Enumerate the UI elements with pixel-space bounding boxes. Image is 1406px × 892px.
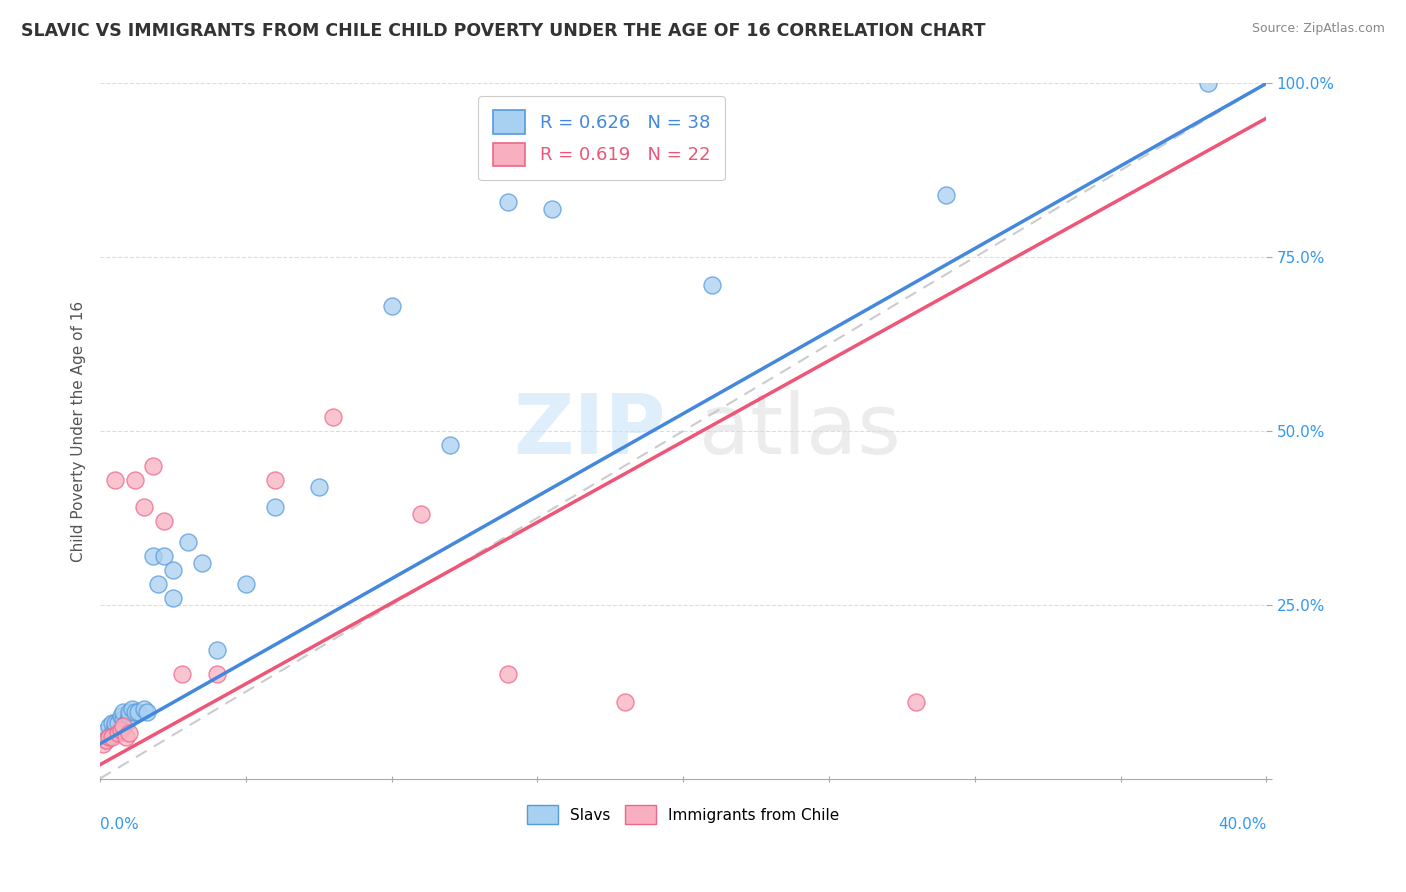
Point bbox=[112, 706, 135, 720]
Point bbox=[104, 719, 127, 733]
Point bbox=[91, 726, 114, 740]
Point bbox=[264, 500, 287, 515]
Point bbox=[124, 706, 146, 720]
Point bbox=[162, 591, 184, 605]
Point bbox=[142, 549, 165, 563]
Text: atlas: atlas bbox=[699, 391, 901, 472]
Point bbox=[110, 709, 132, 723]
Point bbox=[322, 410, 344, 425]
Point bbox=[97, 719, 120, 733]
Point bbox=[381, 299, 404, 313]
Point bbox=[97, 730, 120, 744]
Point bbox=[118, 709, 141, 723]
Point bbox=[170, 667, 193, 681]
Text: SLAVIC VS IMMIGRANTS FROM CHILE CHILD POVERTY UNDER THE AGE OF 16 CORRELATION CH: SLAVIC VS IMMIGRANTS FROM CHILE CHILD PO… bbox=[21, 22, 986, 40]
Text: Source: ZipAtlas.com: Source: ZipAtlas.com bbox=[1251, 22, 1385, 36]
Point bbox=[439, 438, 461, 452]
Point bbox=[104, 715, 127, 730]
Point bbox=[118, 726, 141, 740]
Point bbox=[148, 577, 170, 591]
Point bbox=[935, 187, 957, 202]
Point bbox=[264, 473, 287, 487]
Y-axis label: Child Poverty Under the Age of 16: Child Poverty Under the Age of 16 bbox=[72, 301, 86, 562]
Point bbox=[101, 726, 124, 740]
Point bbox=[905, 695, 928, 709]
Text: 0.0%: 0.0% bbox=[100, 817, 139, 832]
Point bbox=[107, 715, 129, 730]
Point bbox=[498, 194, 520, 209]
Point bbox=[308, 479, 330, 493]
Point bbox=[162, 563, 184, 577]
Point bbox=[110, 723, 132, 737]
Point bbox=[101, 715, 124, 730]
Point bbox=[702, 278, 724, 293]
Point bbox=[153, 549, 176, 563]
Point bbox=[142, 458, 165, 473]
Point bbox=[191, 556, 214, 570]
Point bbox=[153, 514, 176, 528]
Point bbox=[409, 508, 432, 522]
Point bbox=[121, 702, 143, 716]
Point bbox=[135, 706, 157, 720]
Point bbox=[94, 733, 117, 747]
Point bbox=[132, 500, 155, 515]
Text: ZIP: ZIP bbox=[513, 391, 666, 472]
Point bbox=[132, 702, 155, 716]
Point bbox=[127, 706, 149, 720]
Point bbox=[104, 473, 127, 487]
Point bbox=[498, 667, 520, 681]
Point bbox=[107, 726, 129, 740]
Point bbox=[91, 737, 114, 751]
Point bbox=[115, 730, 138, 744]
Legend: Slavs, Immigrants from Chile: Slavs, Immigrants from Chile bbox=[520, 799, 845, 830]
Point bbox=[101, 730, 124, 744]
Text: 40.0%: 40.0% bbox=[1218, 817, 1267, 832]
Point bbox=[124, 473, 146, 487]
Point bbox=[205, 643, 228, 657]
Point bbox=[97, 730, 120, 744]
Point bbox=[235, 577, 257, 591]
Point bbox=[613, 695, 636, 709]
Point bbox=[112, 719, 135, 733]
Point bbox=[541, 202, 564, 216]
Point bbox=[112, 713, 135, 727]
Point bbox=[115, 715, 138, 730]
Point bbox=[94, 733, 117, 747]
Point bbox=[118, 706, 141, 720]
Point bbox=[205, 667, 228, 681]
Point bbox=[176, 535, 198, 549]
Point bbox=[1197, 77, 1219, 91]
